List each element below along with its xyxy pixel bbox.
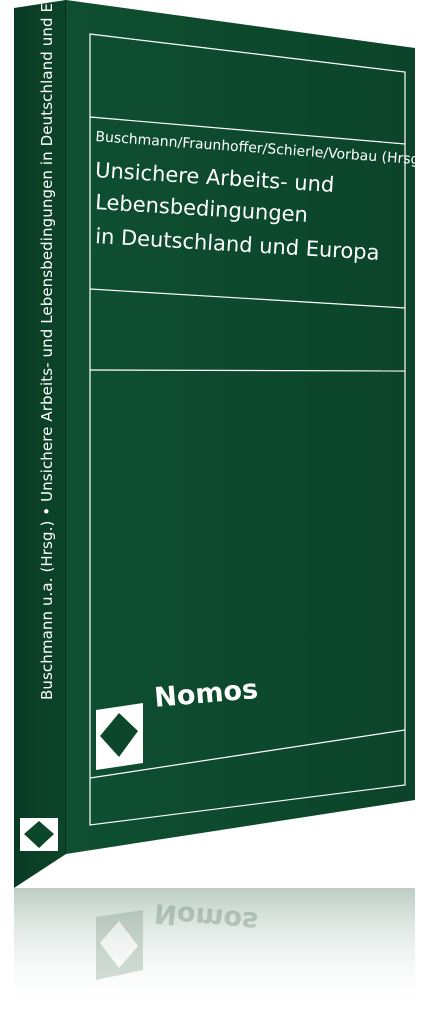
cover-frame xyxy=(89,33,406,826)
book-cover xyxy=(66,0,415,854)
divider-line-4 xyxy=(89,729,406,779)
divider-line-3 xyxy=(89,369,406,372)
book-reflection xyxy=(14,888,415,1010)
spine-logo-icon xyxy=(20,818,58,851)
book-spine xyxy=(14,0,66,888)
divider-line-2 xyxy=(89,288,406,309)
logo-reflection xyxy=(96,910,143,980)
divider-line-1 xyxy=(89,116,406,145)
nomos-logo-icon xyxy=(96,703,143,770)
